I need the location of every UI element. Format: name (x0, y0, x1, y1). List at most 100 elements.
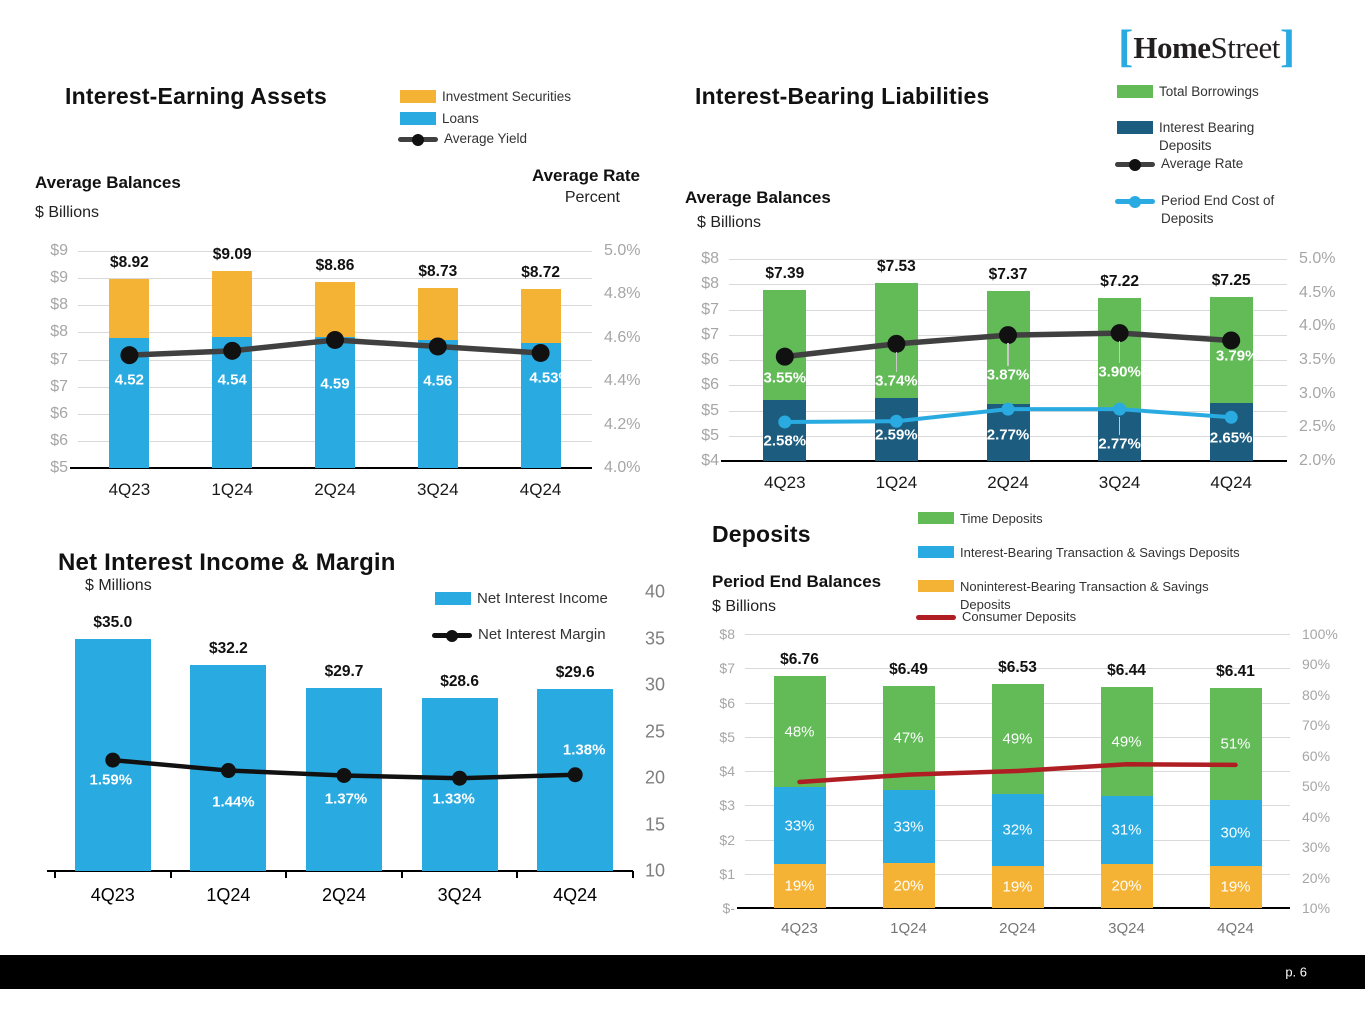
x-axis-label: 1Q24 (211, 480, 253, 499)
bar-segment-label: 33% (893, 818, 924, 836)
right-axis-label: 4.5% (1299, 283, 1336, 301)
label-leader-line (1118, 417, 1121, 436)
left-axis-label: $6 (50, 431, 68, 449)
x-axis-label: 1Q24 (890, 920, 927, 937)
left-axis-label: $8 (50, 296, 68, 314)
line-data-label: 4.59 (320, 375, 350, 393)
x-axis-label: 4Q23 (781, 920, 818, 937)
x-axis-label: 4Q24 (1210, 473, 1252, 492)
bar-total-label: $6.76 (780, 651, 819, 669)
left-axis-label: $8 (701, 250, 719, 267)
nii-chart-plot: 40 35 30 25 20 15 10 $35.0 4Q23 $32.2 1Q24 $29.7 2Q2… (47, 582, 665, 905)
bar-total-label: $6.44 (1107, 662, 1146, 680)
legend-item-net-interest-margin: Net Interest Margin (432, 626, 606, 644)
legend-item-investment-securities: Investment Securities (400, 88, 571, 106)
bar-segment-yellow (991, 865, 1044, 908)
left-axis-label: $5 (719, 728, 735, 745)
bar-segment-label: 51% (1220, 735, 1251, 753)
x-axis-label: 3Q24 (437, 885, 482, 905)
bar-total-label: $6.53 (998, 659, 1037, 677)
right-axis-label: 15 (645, 814, 666, 834)
left-axis-label: $7 (701, 325, 719, 343)
page-number: p. 6 (1285, 964, 1307, 980)
assets-chart-plot: $9 $9 $8 $8 $7 $7 $6 $6 $5 5.0% 4.8% 4.6% 4.4% 4.2% 4.… (50, 242, 640, 499)
right-axis-label: 4.0% (1299, 317, 1336, 335)
left-axis-label: $5 (701, 401, 719, 419)
bar-total-label: $28.6 (440, 673, 479, 691)
right-axis-label: 90% (1302, 656, 1331, 673)
left-axis-label: $6 (50, 404, 68, 422)
bar-segment-blue (421, 698, 498, 871)
bar-segment-label: 49% (1002, 730, 1033, 748)
bar-segment-yellow (212, 270, 253, 337)
line-data-label: 2.77% (1098, 435, 1141, 453)
deposits-chart-plot: $8 $7 $6 $5 $4 $3 $2 $1 $- 100% 90% 80% 70% 60% 50% 40%… (719, 626, 1337, 937)
bar-segment-blue (109, 337, 150, 468)
left-axis-label: $5 (701, 426, 719, 444)
right-axis-label: 60% (1302, 747, 1331, 764)
line-data-label: 1.33% (432, 790, 475, 808)
interest-bearing-deposits-swatch-icon (1117, 121, 1153, 134)
x-axis-tick (400, 871, 403, 878)
x-axis-label: 4Q23 (90, 885, 135, 905)
bar-total-label: $8.72 (521, 263, 560, 281)
ib-transaction-savings-swatch-icon (918, 546, 954, 558)
x-axis-label: 2Q24 (314, 480, 356, 499)
net-interest-margin-line-swatch-icon (432, 629, 472, 642)
legend-label: Net Interest Margin (478, 626, 606, 643)
legend-label: Investment Securities (442, 89, 572, 104)
assets-rate-header: Average Rate (531, 166, 640, 185)
left-axis-label: $7 (701, 300, 719, 318)
legend-item-net-interest-income: Net Interest Income (435, 590, 608, 608)
right-axis-label: 30 (645, 674, 666, 695)
bar-segment-label: 31% (1111, 821, 1142, 839)
bar-segment-yellow (773, 864, 826, 908)
right-axis-label: 3.0% (1299, 384, 1336, 402)
total-borrowings-swatch-icon (1117, 85, 1153, 98)
legend-item-average-rate: Average Rate (1115, 155, 1243, 173)
right-axis-label: 20% (1302, 869, 1331, 886)
x-axis-tick (516, 871, 519, 878)
bar-segment-blue (537, 688, 614, 871)
liabilities-chart-plot: $8 $8 $7 $7 $6 $6 $5 $5 $4 5.0% 4.5% 4.0% 3.5% 3.0% 2.… (701, 250, 1335, 492)
logo-left-bracket-icon: [ (1118, 20, 1134, 71)
bar-segment-label: 19% (1002, 878, 1033, 896)
assets-chart-title: Interest-Earning Assets (65, 83, 327, 109)
bar-total-label: $6.49 (889, 660, 928, 678)
bar-total-label: $9.09 (212, 245, 252, 263)
line-data-label: 3.74% (875, 372, 918, 390)
deposits-balances-header: Period End Balances (712, 572, 882, 591)
x-axis-label: 4Q24 (1217, 920, 1254, 937)
line-data-label: 2.77% (986, 426, 1030, 444)
bar-total-label: $7.53 (876, 257, 916, 275)
bar-segment-yellow (1100, 863, 1153, 908)
x-axis-tick (285, 871, 288, 878)
left-axis-label: $8 (719, 626, 735, 642)
left-axis-label: $3 (719, 797, 735, 814)
right-axis-label: 100% (1302, 626, 1338, 642)
bar-total-label: $29.7 (324, 662, 364, 680)
x-axis-label: 2Q24 (987, 473, 1029, 492)
right-axis-label: 40% (1302, 808, 1331, 825)
liabilities-balances-header: Average Balances (685, 188, 831, 207)
right-axis-label: 25 (645, 721, 666, 741)
left-axis-label: $9 (50, 242, 68, 259)
nii-chart-title: Net Interest Income & Margin (58, 549, 396, 576)
x-axis-label: 1Q24 (875, 473, 918, 492)
bar-segment-label: 19% (784, 877, 815, 895)
investment-securities-swatch-icon (400, 90, 436, 103)
left-axis-label: $1 (719, 865, 735, 882)
legend-label: Total Borrowings (1159, 84, 1259, 99)
bar-segment-label: 20% (893, 877, 924, 895)
x-axis-label: 4Q23 (764, 473, 806, 492)
bar-segment-blue (882, 790, 935, 864)
right-axis-label: 50% (1302, 778, 1331, 795)
x-axis-label: 2Q24 (999, 920, 1036, 937)
liabilities-chart-title: Interest-Bearing Liabilities (695, 83, 990, 109)
label-leader-line (1007, 343, 1009, 367)
grid-line (78, 251, 592, 252)
loans-swatch-icon (400, 112, 436, 125)
bar-total-label: $6.41 (1216, 663, 1255, 681)
right-axis-label: 3.5% (1299, 351, 1336, 368)
logo-text: HomeStreet (1133, 30, 1280, 65)
